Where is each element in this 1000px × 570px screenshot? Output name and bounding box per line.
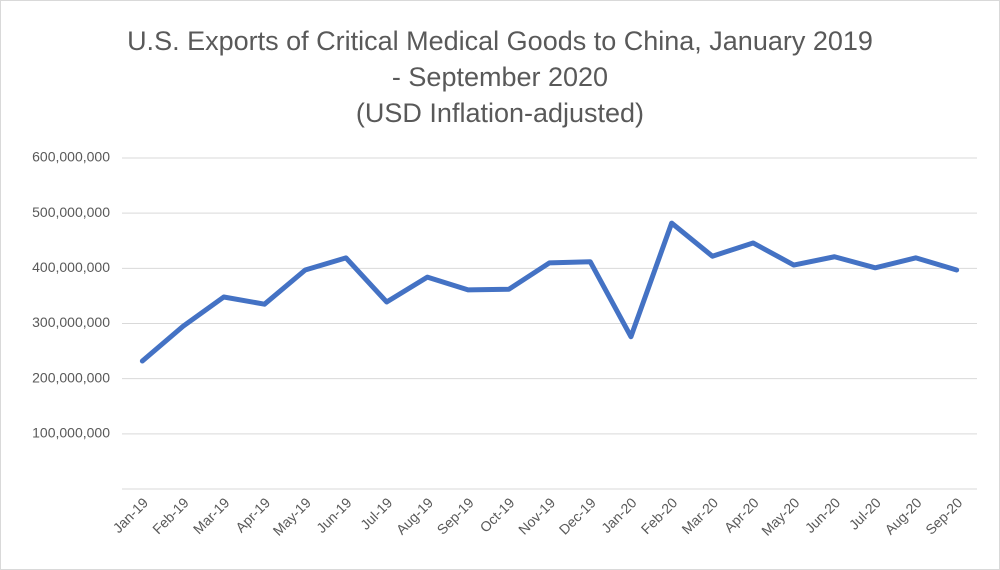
chart-title: - September 2020 bbox=[392, 62, 608, 92]
chart-title: U.S. Exports of Critical Medical Goods t… bbox=[127, 26, 873, 56]
y-tick-label: 300,000,000 bbox=[32, 314, 110, 330]
y-tick-label: 600,000,000 bbox=[32, 149, 110, 165]
y-tick-label: 500,000,000 bbox=[32, 204, 110, 220]
y-tick-label: 400,000,000 bbox=[32, 259, 110, 275]
series-line bbox=[139, 220, 960, 364]
chart-title: (USD Inflation-adjusted) bbox=[356, 98, 644, 128]
y-tick-label: 100,000,000 bbox=[32, 425, 110, 441]
y-tick-label: 200,000,000 bbox=[32, 369, 110, 385]
